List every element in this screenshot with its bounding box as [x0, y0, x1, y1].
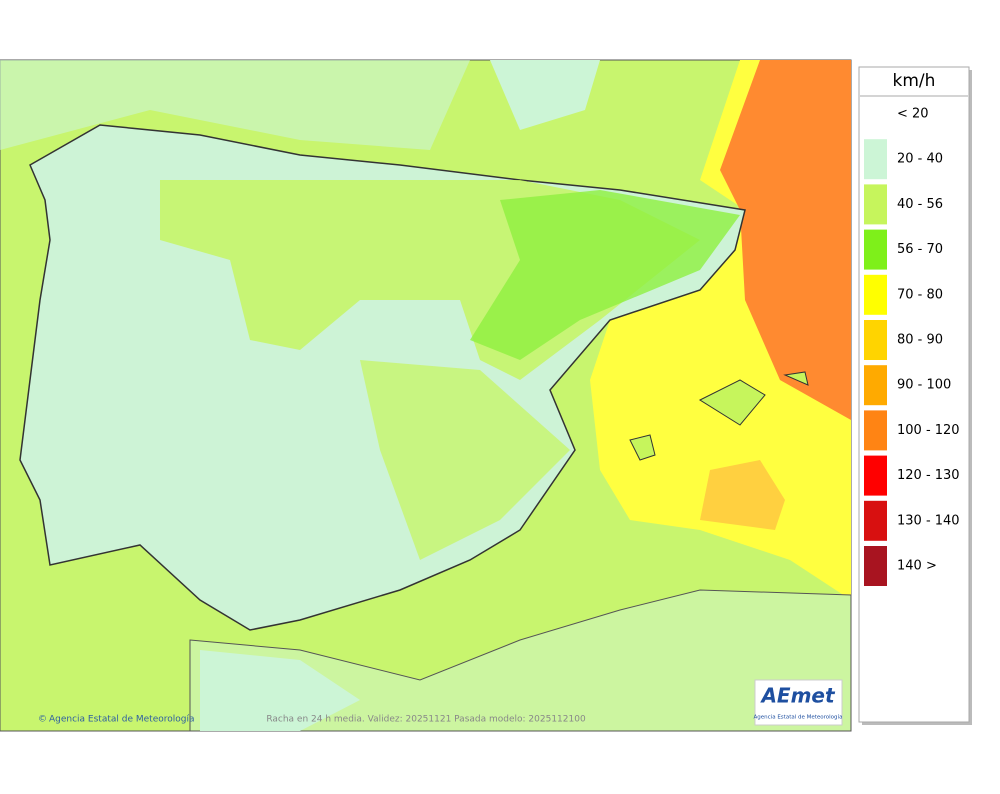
island — [698, 379, 766, 426]
wind-zone — [700, 460, 785, 530]
island — [629, 434, 656, 461]
island — [783, 371, 809, 386]
legend-label: 120 - 130 — [897, 468, 960, 483]
legend-label: 80 - 90 — [897, 333, 943, 348]
wind-zone — [360, 360, 570, 560]
legend-swatch — [864, 139, 887, 180]
legend-label: 100 - 120 — [897, 423, 960, 438]
legend-swatch — [864, 455, 887, 496]
legend-label: 56 - 70 — [897, 242, 943, 257]
legend-swatch — [864, 500, 887, 541]
legend-swatch — [864, 365, 887, 406]
africa — [189, 589, 852, 732]
legend-swatch — [864, 320, 887, 360]
sea-zone — [0, 60, 470, 150]
wind-zone — [470, 190, 740, 360]
legend-swatch — [864, 274, 887, 315]
caption: Racha en 24 h media. Validez: 20251121 P… — [266, 715, 586, 725]
legend-unit: km/h — [893, 71, 936, 91]
logo-text: AEmet — [759, 684, 836, 708]
copyright-icon: © — [38, 715, 47, 725]
legend-label: 90 - 100 — [897, 378, 951, 393]
legend-swatch — [864, 546, 887, 586]
map: © Agencia Estatal de Meteorología Racha … — [0, 59, 852, 732]
legend-swatch — [864, 184, 887, 225]
legend-label: 40 - 56 — [897, 197, 943, 212]
wind-zone — [720, 60, 851, 420]
logo — [754, 679, 843, 726]
legend: km/h < 20 20 - 40 40 - 56 56 - 70 70 - 80 80 … — [858, 66, 972, 725]
legend-label: < 20 — [897, 107, 929, 122]
legend-label: 70 - 80 — [897, 287, 943, 302]
legend-label: 130 - 140 — [897, 513, 960, 528]
legend-label: 20 - 40 — [897, 152, 943, 167]
legend-swatch — [864, 229, 887, 270]
legend-swatch — [864, 410, 887, 451]
wind-zone — [200, 650, 360, 731]
legend-label: 140 > — [897, 559, 937, 574]
sea-zone — [490, 60, 600, 130]
logo-subtitle: Agencia Estatal de Meteorología — [754, 714, 843, 721]
credit: Agencia Estatal de Meteorología — [49, 715, 195, 725]
